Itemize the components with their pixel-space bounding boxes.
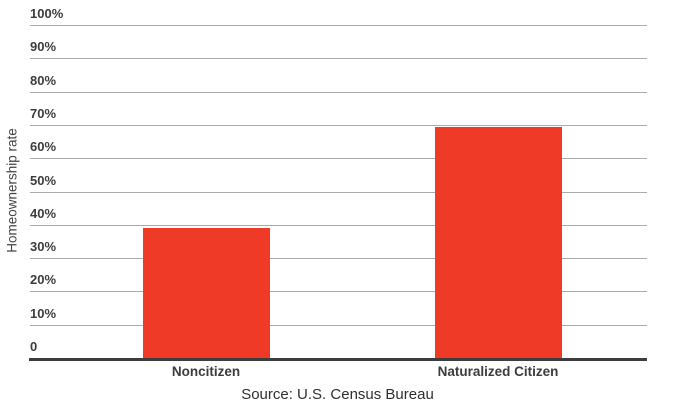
gridline <box>30 58 647 60</box>
y-tick-label: 40% <box>30 205 57 221</box>
gridline <box>30 324 647 326</box>
x-tick-label-noncitizen: Noncitizen <box>171 364 241 379</box>
y-tick-label: 0 <box>30 339 38 354</box>
x-tick-label-naturalized-citizen: Naturalized Citizen <box>437 364 559 379</box>
y-tick-label: 80% <box>30 72 57 88</box>
gridline <box>30 224 647 226</box>
y-tick-label: 70% <box>30 105 57 121</box>
gridline <box>30 291 647 293</box>
y-tick-label: 100% <box>30 6 64 21</box>
y-axis-title: Homeownership rate <box>4 128 20 253</box>
gridline <box>30 258 647 260</box>
y-tick-label: 30% <box>30 239 57 255</box>
gridline <box>30 158 647 160</box>
x-axis-line <box>29 358 647 361</box>
gridline <box>30 91 647 93</box>
y-tick-label: 90% <box>30 39 57 55</box>
y-tick-label: 20% <box>30 272 57 288</box>
source-caption: Source: U.S. Census Bureau <box>241 386 434 403</box>
bar-noncitizen <box>142 228 270 358</box>
gridline <box>30 191 647 193</box>
y-tick-label: 10% <box>30 305 57 321</box>
gridline <box>30 25 647 26</box>
bar-naturalized-citizen <box>434 126 562 358</box>
gridline <box>30 124 647 126</box>
y-tick-label: 60% <box>30 139 57 155</box>
y-tick-label: 50% <box>30 172 57 188</box>
